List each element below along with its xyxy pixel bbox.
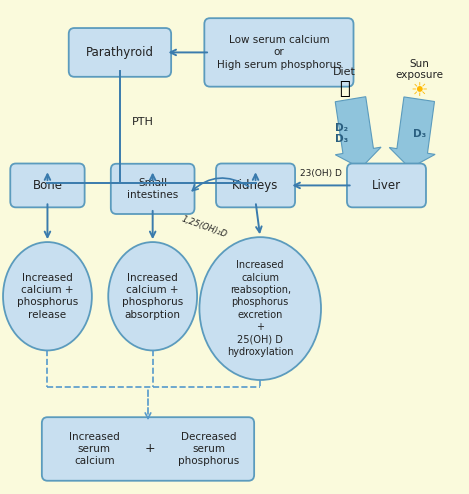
Text: Bone: Bone — [32, 179, 62, 192]
Polygon shape — [389, 97, 435, 168]
Text: Kidneys: Kidneys — [232, 179, 279, 192]
FancyBboxPatch shape — [42, 417, 254, 481]
Text: Increased
serum
calcium: Increased serum calcium — [69, 432, 120, 466]
FancyBboxPatch shape — [111, 164, 195, 214]
Text: Parathyroid: Parathyroid — [86, 46, 154, 59]
FancyBboxPatch shape — [10, 164, 84, 207]
Text: PTH: PTH — [132, 117, 153, 127]
Text: Decreased
serum
phosphorus: Decreased serum phosphorus — [178, 432, 239, 466]
Text: D₂
D₃: D₂ D₃ — [335, 123, 348, 145]
Text: +: + — [145, 443, 156, 455]
Text: Sun
exposure: Sun exposure — [395, 59, 443, 81]
Text: D₃: D₃ — [413, 129, 426, 139]
FancyBboxPatch shape — [204, 18, 354, 86]
Polygon shape — [335, 97, 381, 168]
FancyBboxPatch shape — [69, 28, 171, 77]
FancyBboxPatch shape — [216, 164, 295, 207]
FancyArrowPatch shape — [192, 178, 249, 191]
Text: Small
intestines: Small intestines — [127, 178, 178, 200]
Text: Increased
calcium +
phosphorus
release: Increased calcium + phosphorus release — [17, 273, 78, 320]
Text: ☀: ☀ — [410, 81, 428, 100]
Text: 🍎: 🍎 — [339, 81, 350, 98]
Text: Liver: Liver — [372, 179, 401, 192]
Text: Diet: Diet — [333, 67, 356, 77]
FancyBboxPatch shape — [347, 164, 426, 207]
Ellipse shape — [3, 242, 92, 350]
Ellipse shape — [108, 242, 197, 350]
Text: Increased
calcium +
phosphorus
absorption: Increased calcium + phosphorus absorptio… — [122, 273, 183, 320]
Text: 23(OH) D: 23(OH) D — [300, 169, 342, 178]
Text: Low serum calcium
or
High serum phosphorus: Low serum calcium or High serum phosphor… — [217, 35, 341, 70]
Text: 1,25(OH)₂D: 1,25(OH)₂D — [180, 215, 228, 240]
Text: Increased
calcium
reabsoption,
phosphorus
excretion
+
25(OH) D
hydroxylation: Increased calcium reabsoption, phosphoru… — [227, 260, 294, 357]
Ellipse shape — [199, 237, 321, 380]
